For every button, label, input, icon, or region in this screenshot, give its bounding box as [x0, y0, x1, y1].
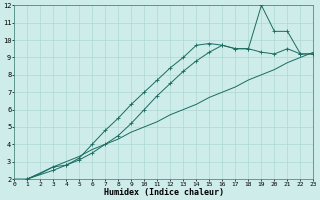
- X-axis label: Humidex (Indice chaleur): Humidex (Indice chaleur): [104, 188, 224, 197]
